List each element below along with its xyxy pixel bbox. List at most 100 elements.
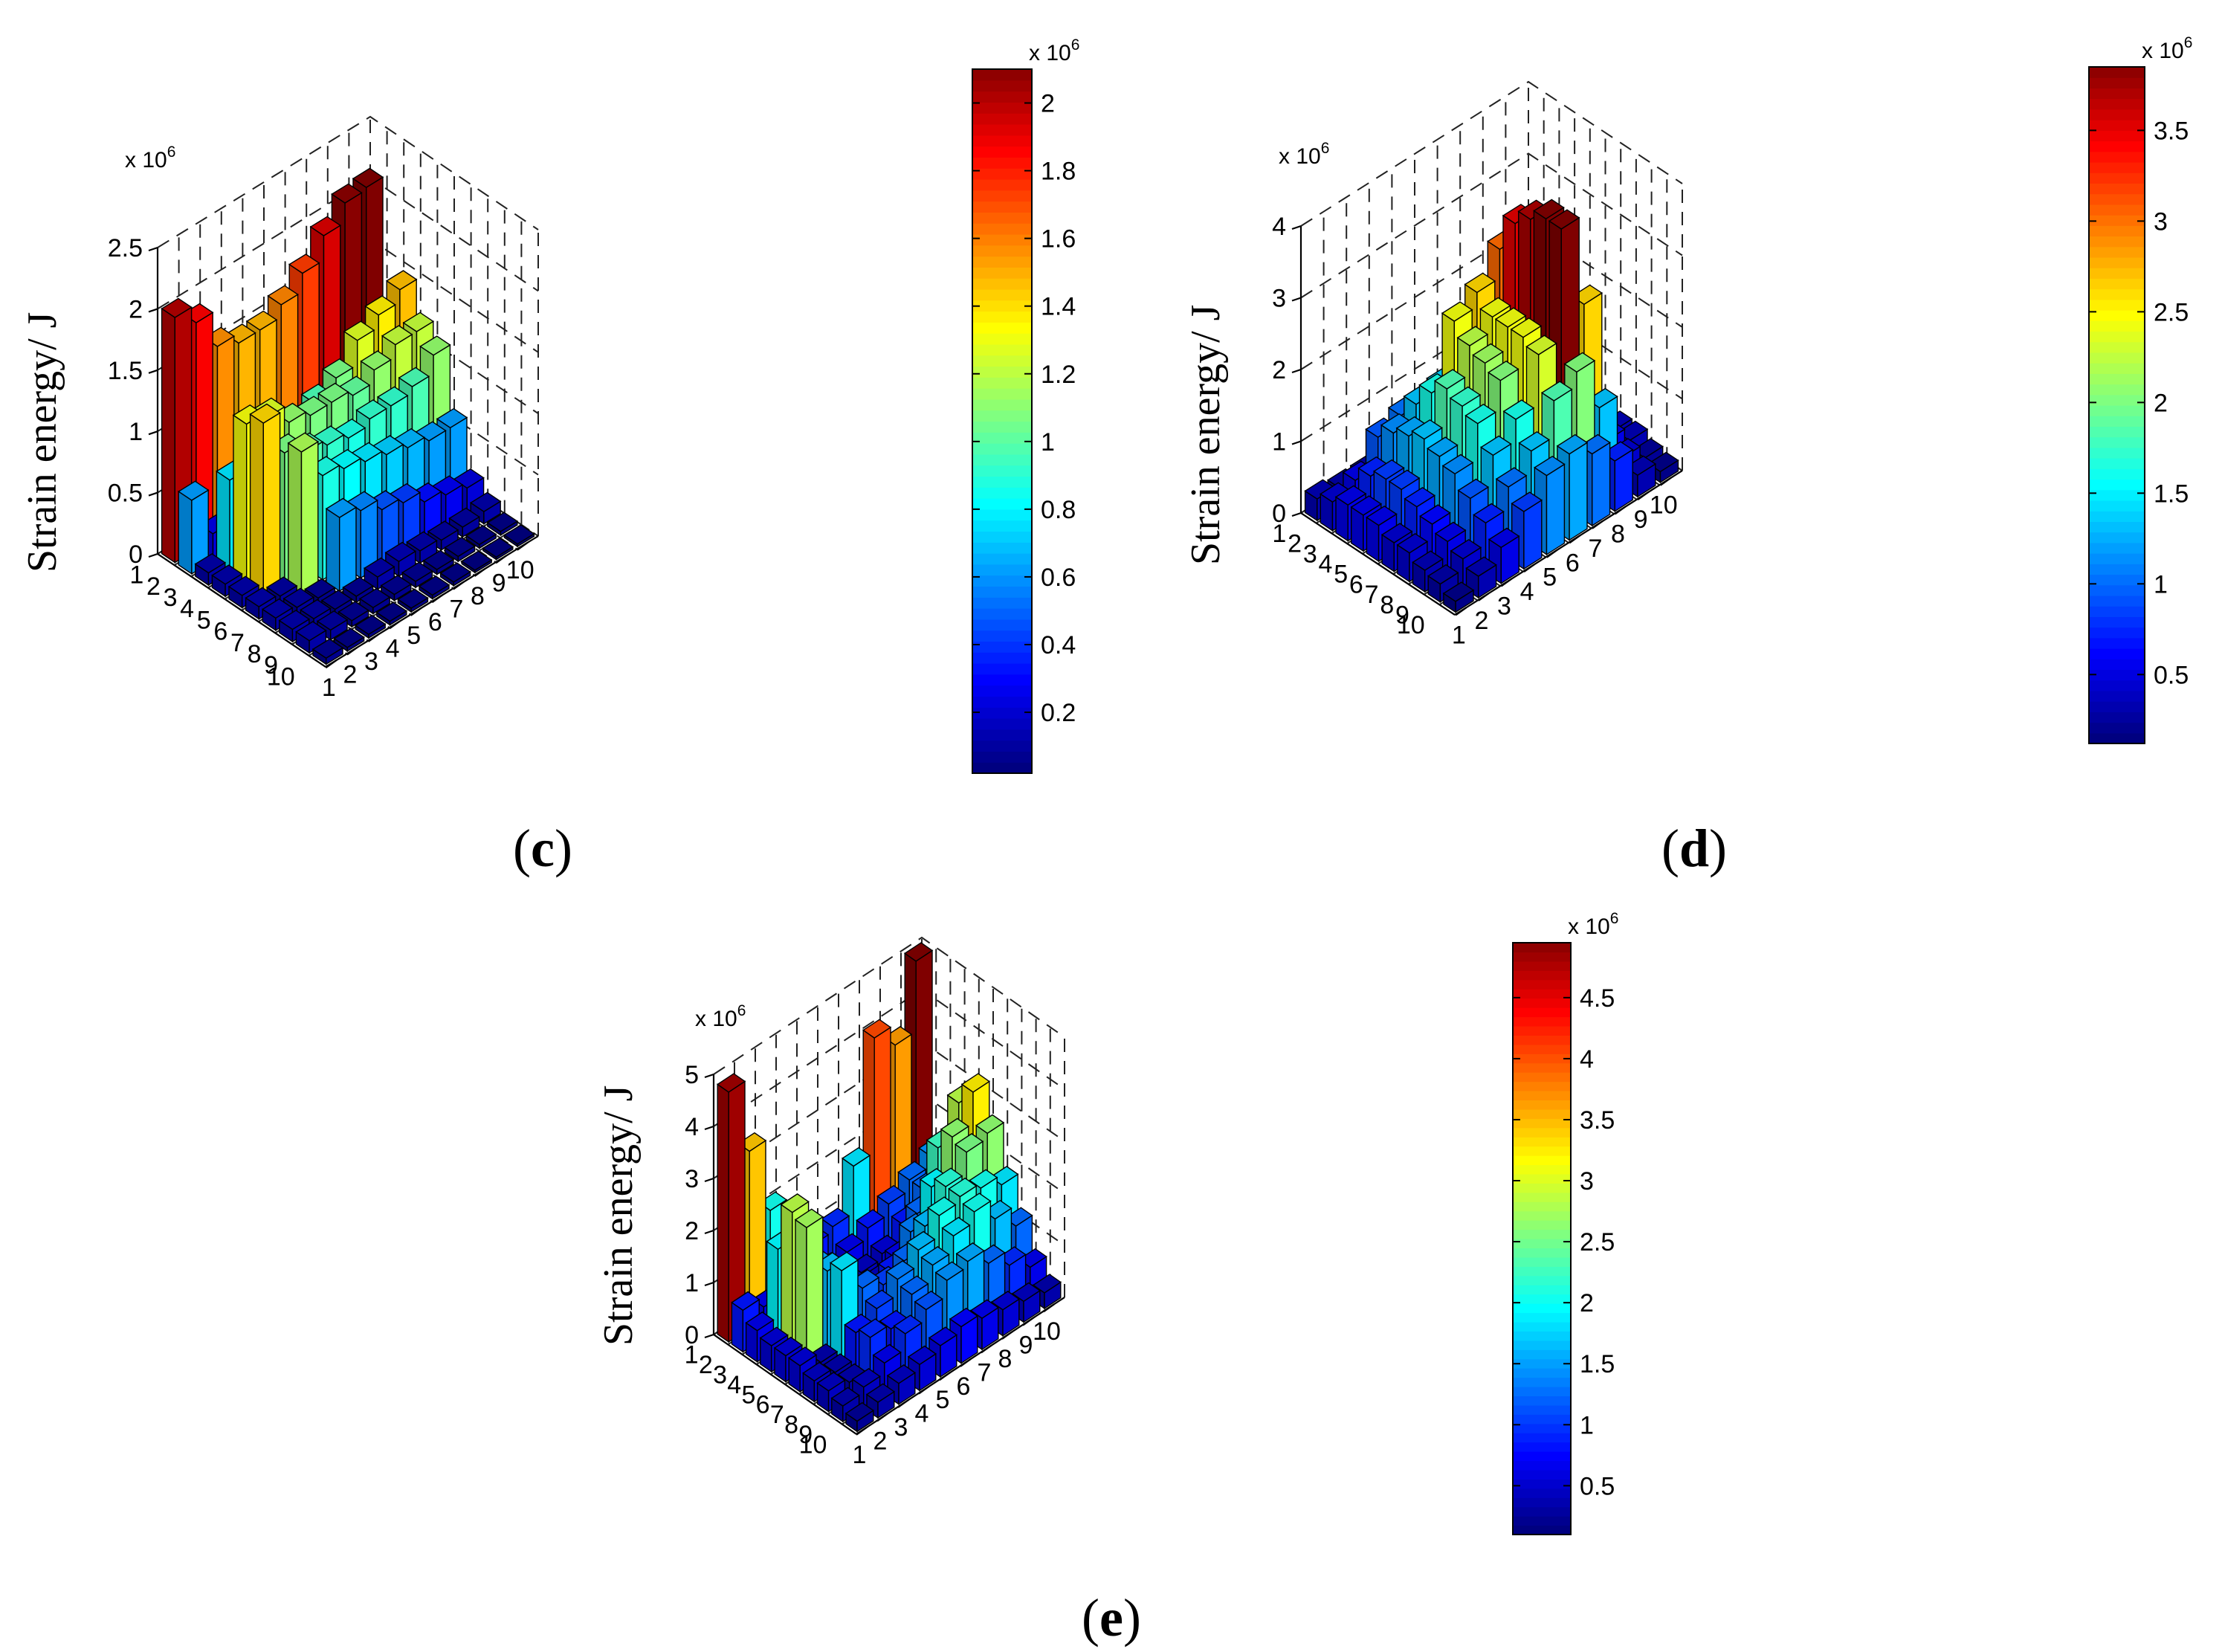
colorbar-tick-label: 2.5 [2154,298,2189,326]
colorbar-segment [2089,436,2145,448]
colorbar-segment [2089,479,2145,491]
bar-face-top [380,575,413,596]
bar-face-top [787,1346,818,1367]
z-tick-label: 3 [1272,285,1286,313]
colorbar-frame [972,68,1033,774]
colorbar-segment [972,146,1032,158]
row-tick-label: 5 [197,606,211,634]
bar-face-top [900,1275,929,1295]
z-tick-label: 4 [685,1113,699,1141]
bar-face-top [1479,297,1511,318]
colorbar-segment [1513,1331,1571,1341]
col-tick-label: 7 [449,596,463,624]
colorbar-segment [2089,67,2145,78]
colorbar-segment [972,553,1032,565]
colorbar-tick-label: 1.5 [1580,1350,1615,1378]
bar-face-front [300,440,319,594]
bar-r8-c9 [448,507,480,538]
bar-face-top [401,561,433,582]
bar-r9-c4 [358,587,391,615]
colorbar-segment [1513,1266,1571,1277]
bar-face-top [1433,369,1466,390]
colorbar-segment [1513,1044,1571,1054]
z-tick-label: 1 [1272,428,1286,456]
colorbar-segment [972,597,1032,609]
bar-face-top [1411,419,1443,440]
colorbar-segment [2089,690,2145,702]
z-tick-label: 1 [129,418,143,446]
row-tick-label: 6 [213,618,227,646]
colorbar-segment [2089,151,2145,163]
bar-face-top [948,1177,978,1198]
colorbar-segment [1513,989,1571,999]
bar-face-side [161,307,176,564]
colorbar-segment [2089,521,2145,533]
colorbar-segment [1513,1146,1571,1156]
colorbar-tick-label: 2 [1041,90,1055,118]
colorbar-segment [1513,1137,1571,1147]
row-tick-label: 7 [1365,581,1379,609]
colorbar-segment [972,663,1032,675]
colorbar-segment [972,135,1032,147]
bar-face-top [865,1289,894,1309]
colorbar-tick-label: 1.5 [2154,480,2189,508]
row-tick-label: 6 [756,1391,770,1419]
colorbar-segment [972,278,1032,290]
bar-face-front [1569,442,1588,541]
colorbar-tick-label: 0.5 [2154,661,2189,689]
z-tick-mark [1291,297,1302,302]
bar-face-top [375,601,408,622]
bar-face-top [444,536,476,558]
colorbar-segment [972,288,1032,301]
bar-face-top [1334,485,1367,506]
z-tick-label: 2 [129,295,143,323]
bar-face-top [1388,469,1421,491]
col-tick-mark [453,581,465,590]
colorbar-segment [972,178,1032,191]
colorbar-segment [972,201,1032,213]
col-tick-label: 9 [492,569,506,597]
bar-r7-c4 [325,497,358,593]
colorbar-segment [2089,627,2145,639]
bar-face-top [309,216,342,236]
bar-face-top [841,1146,871,1167]
bar-face-top [1534,455,1566,477]
panel-c-z-multiplier: x 106 [125,143,175,172]
colorbar-segment [1513,1192,1571,1202]
colorbar-segment [2089,680,2145,691]
bar-face-top [955,1242,985,1262]
col-tick-mark [431,594,443,604]
bar-face-top [886,1364,917,1384]
bar-face-top [830,1387,860,1407]
bar-face-top [731,1291,760,1311]
bar-r9-c10 [486,512,519,537]
bar-face-top [448,507,480,528]
bar-face-top [990,1291,1021,1311]
bar-face-top [194,553,227,574]
colorbar-segment [972,586,1032,598]
colorbar-segment [972,762,1032,774]
colorbar-segment [2089,268,2145,279]
bar-face-top [1412,550,1444,571]
bar-r10-c6 [949,1307,979,1364]
colorbar-segment [972,740,1032,752]
bar-face-top [177,480,210,501]
bar-face-top [465,525,497,546]
bar-face-top [402,312,435,332]
colorbar-multiplier: x 106 [1029,36,1079,65]
colorbar-segment [1513,1497,1571,1508]
row-tick-label: 4 [180,595,194,623]
col-tick-label: 5 [407,622,421,650]
col-tick-mark [939,1372,951,1381]
z-tick-mark [704,1281,714,1287]
bar-face-top [1487,360,1519,381]
col-tick-label: 8 [998,1345,1013,1373]
bar-face-top [954,1133,984,1153]
bar-face-top [1450,538,1482,560]
bar-face-front [339,506,357,593]
bar-face-top [355,399,387,420]
col-tick-label: 5 [936,1386,950,1414]
colorbar-segment [972,102,1032,114]
bar-face-top [949,1307,979,1328]
